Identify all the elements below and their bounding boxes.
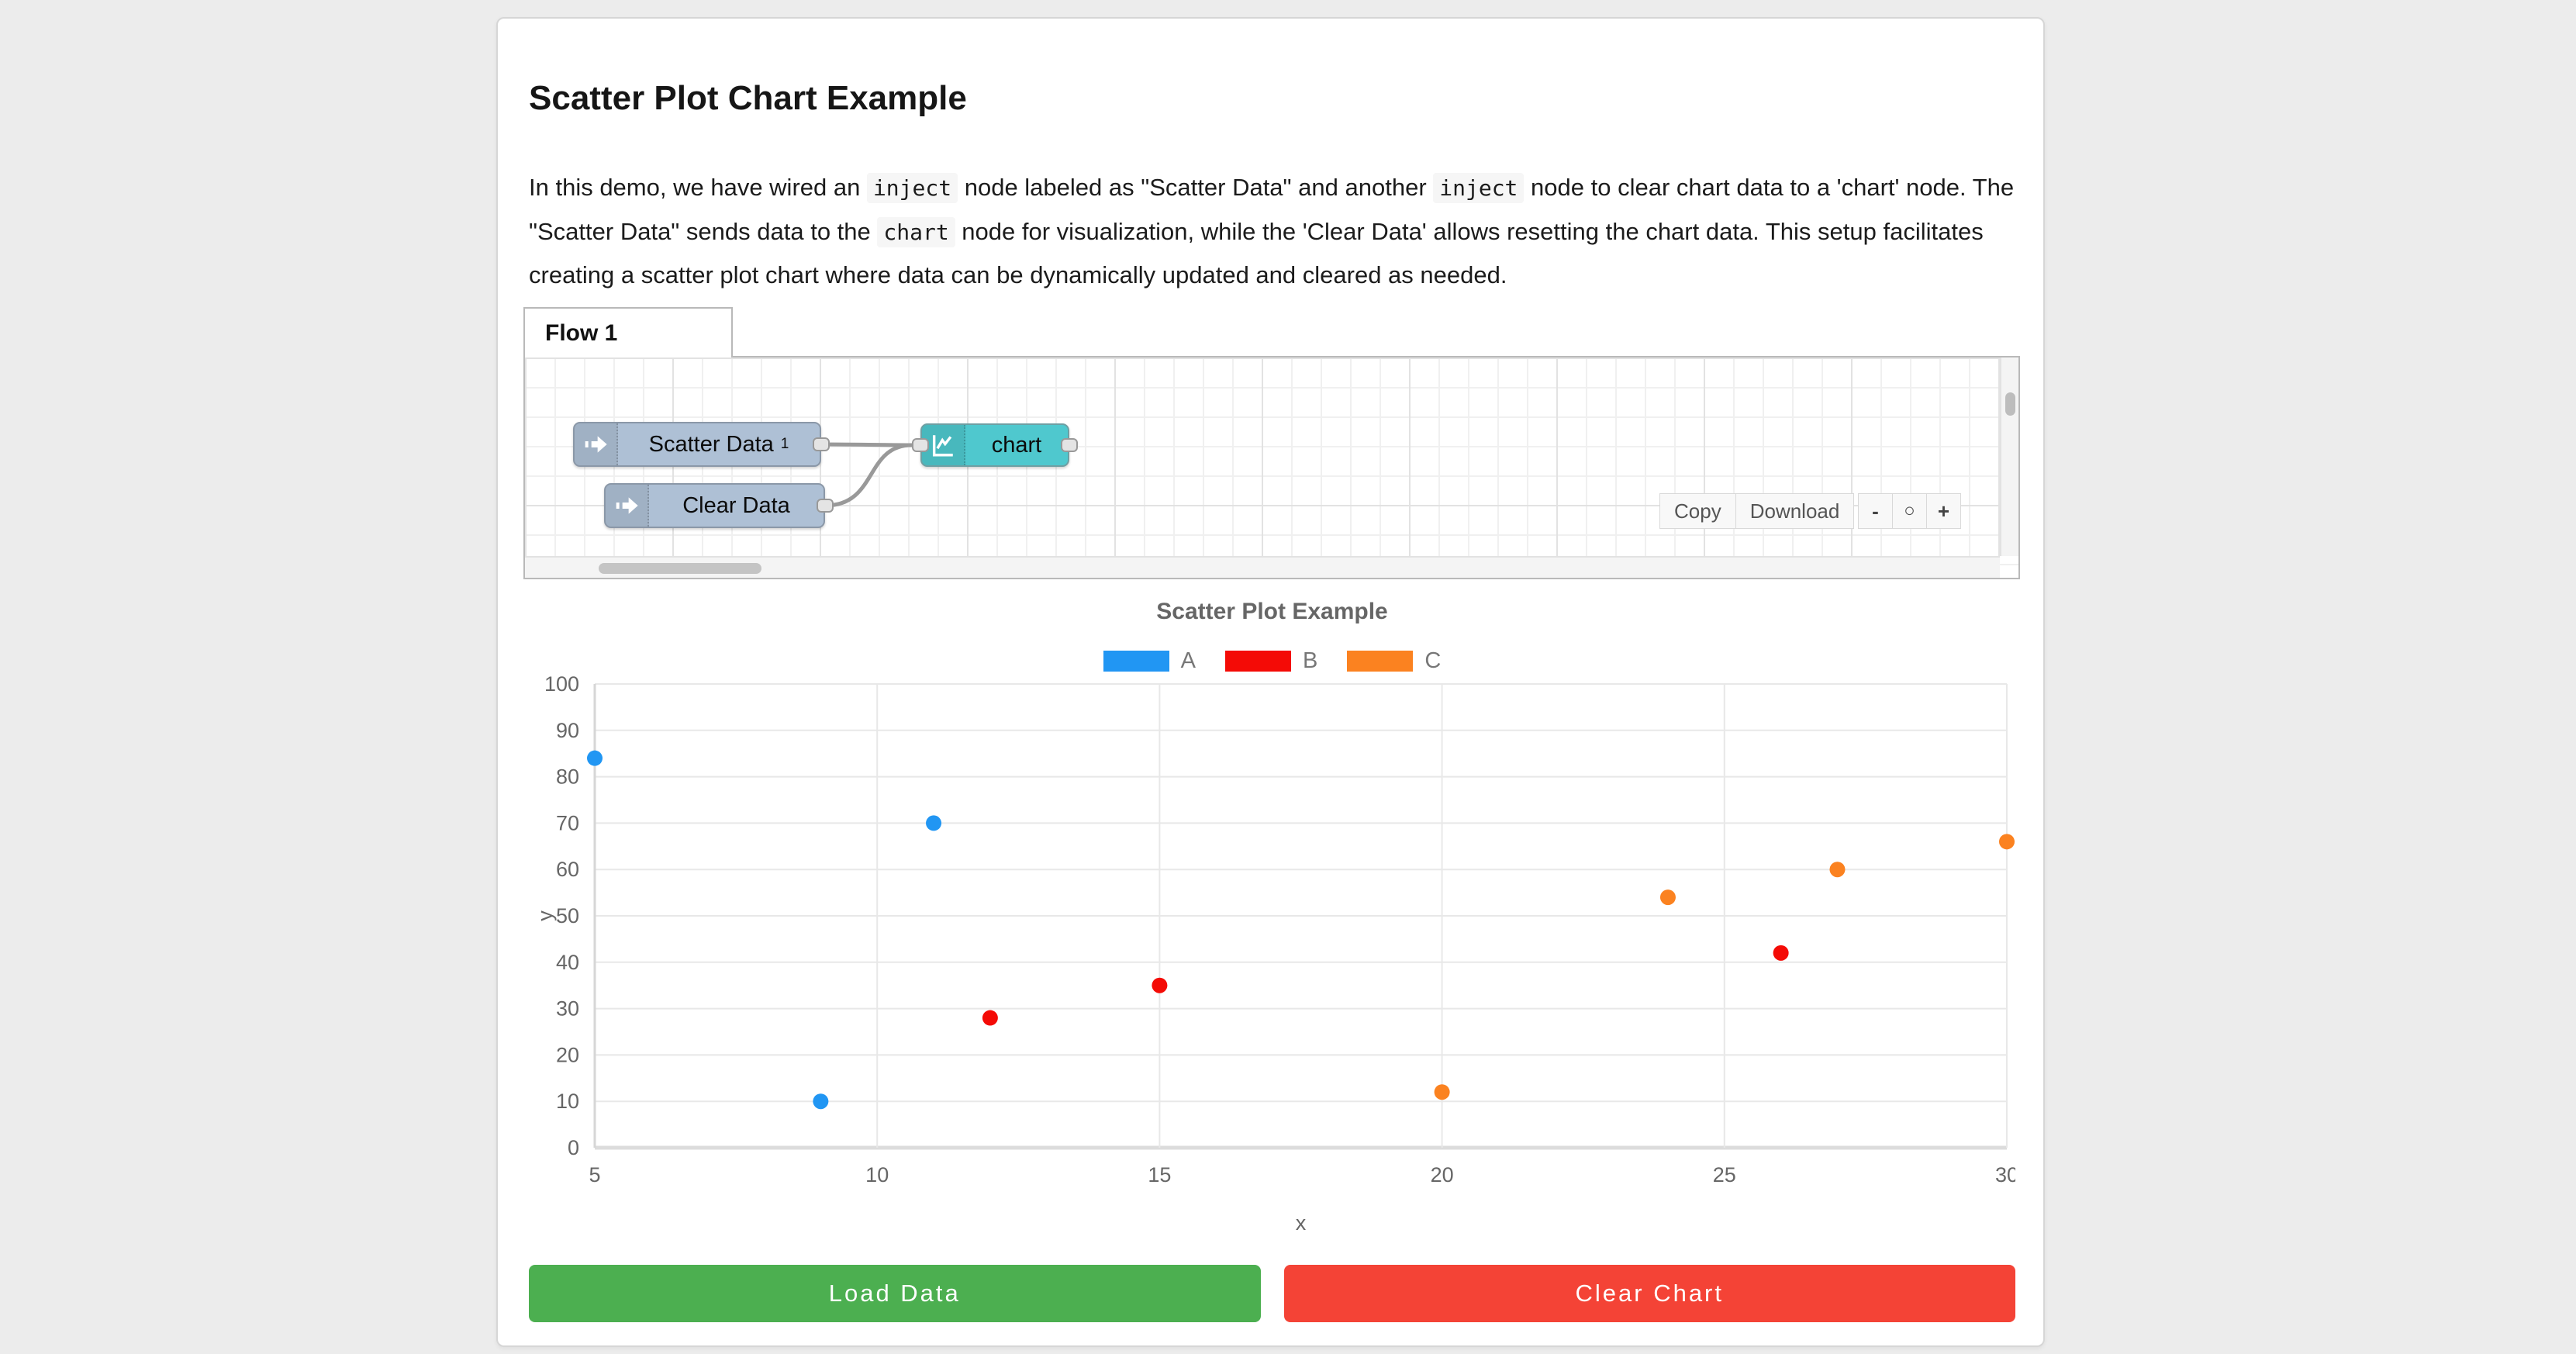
y-tick-label: 40 <box>556 951 579 974</box>
y-tick-label: 20 <box>556 1043 579 1066</box>
legend-item-a[interactable]: A <box>1103 648 1196 674</box>
y-tick-label: 80 <box>556 765 579 789</box>
vertical-scrollbar-thumb[interactable] <box>2005 392 2015 416</box>
inject-icon <box>606 485 649 527</box>
legend-item-b[interactable]: B <box>1225 648 1317 674</box>
node-clear-data[interactable]: Clear Data <box>604 483 825 528</box>
intro-paragraph: In this demo, we have wired an inject no… <box>529 166 2015 298</box>
y-tick-label: 30 <box>556 997 579 1021</box>
y-axis-label: y <box>534 910 557 921</box>
chart-title: Scatter Plot Example <box>1156 599 1388 624</box>
y-tick-label: 100 <box>544 676 579 696</box>
copy-button[interactable]: Copy <box>1659 493 1736 529</box>
node-chart[interactable]: chart <box>920 423 1069 467</box>
zoom-out-button[interactable]: - <box>1858 493 1893 529</box>
legend-label: C <box>1424 648 1442 673</box>
chart-input-port[interactable] <box>912 438 929 452</box>
inject-icon <box>575 423 618 465</box>
line-chart-icon <box>922 425 965 465</box>
horizontal-scrollbar-thumb[interactable] <box>599 563 761 574</box>
node-label: Scatter Data <box>648 431 774 457</box>
data-point-a <box>587 750 603 766</box>
intro-text: node labeled as "Scatter Data" and anoth… <box>958 174 1434 201</box>
inline-code: inject <box>1433 173 1525 203</box>
x-tick-label: 5 <box>589 1163 600 1186</box>
y-tick-label: 10 <box>556 1090 579 1113</box>
data-point-c <box>1434 1084 1450 1100</box>
x-tick-label: 10 <box>865 1163 889 1186</box>
clear-chart-button[interactable]: Clear Chart <box>1283 1265 2015 1322</box>
legend-swatch <box>1225 651 1292 672</box>
download-button[interactable]: Download <box>1735 493 1855 529</box>
legend-label: B <box>1303 648 1318 673</box>
node-label-sup: 1 <box>780 436 789 452</box>
chart-legend: A B C <box>529 648 2015 674</box>
flow-canvas[interactable]: Scatter Data 1 Clear Data <box>523 356 2020 579</box>
legend-label: A <box>1180 648 1196 673</box>
y-tick-label: 60 <box>556 858 579 881</box>
data-point-a <box>926 815 942 831</box>
x-tick-label: 15 <box>1148 1163 1171 1186</box>
inline-code: inject <box>866 173 958 203</box>
y-tick-label: 90 <box>556 719 579 742</box>
scatter-data-output-port[interactable] <box>813 437 830 451</box>
data-point-a <box>813 1093 829 1110</box>
intro-text: node for visualization, while the 'Clear… <box>529 217 1984 289</box>
x-axis-label: x <box>1296 1211 1307 1235</box>
x-tick-label: 30 <box>1995 1163 2015 1186</box>
action-buttons: Load Data Clear Chart <box>529 1265 2015 1322</box>
intro-text: In this demo, we have wired an <box>529 174 867 201</box>
scatter-chart: 0 10 20 30 40 50 60 70 80 90 100 5 10 15 20 25 30 x y <box>534 676 2015 1235</box>
data-point-b <box>982 1010 998 1026</box>
legend-swatch <box>1103 651 1169 672</box>
clear-data-output-port[interactable] <box>817 499 834 513</box>
content-card: Scatter Plot Chart Example In this demo,… <box>496 17 2045 1347</box>
x-tick-label: 25 <box>1713 1163 1736 1186</box>
data-point-b <box>1152 977 1168 993</box>
load-data-button[interactable]: Load Data <box>529 1265 1261 1322</box>
data-point-b <box>1773 945 1789 961</box>
flow-export-controls: Copy Download <box>1659 493 1855 529</box>
page-title: Scatter Plot Chart Example <box>529 79 967 117</box>
zoom-reset-button[interactable]: ○ <box>1892 493 1927 529</box>
vertical-scrollbar[interactable] <box>2000 357 2018 556</box>
data-point-c <box>1999 834 2015 850</box>
intro-text: node to clear chart data to a 'chart' no… <box>529 174 2015 245</box>
zoom-in-button[interactable]: + <box>1926 493 1961 529</box>
y-tick-label: 50 <box>556 904 579 927</box>
node-label: Clear Data <box>682 492 790 518</box>
y-tick-label: 70 <box>556 811 579 834</box>
y-tick-label: 0 <box>568 1136 579 1159</box>
flow-tab[interactable]: Flow 1 <box>523 307 733 357</box>
node-scatter-data[interactable]: Scatter Data 1 <box>573 422 821 467</box>
inline-code: chart <box>877 216 955 247</box>
legend-item-c[interactable]: C <box>1347 648 1441 674</box>
flow-tab-label: Flow 1 <box>545 320 618 346</box>
data-point-c <box>1829 862 1846 878</box>
flow-wires <box>819 442 914 508</box>
legend-swatch <box>1347 651 1414 672</box>
x-tick-label: 20 <box>1431 1163 1454 1186</box>
data-point-c <box>1659 889 1676 906</box>
flow-zoom-controls: - ○ + <box>1858 493 1961 529</box>
chart-output-port[interactable] <box>1061 438 1078 452</box>
horizontal-scrollbar[interactable] <box>525 556 2000 578</box>
node-label: chart <box>991 432 1042 458</box>
